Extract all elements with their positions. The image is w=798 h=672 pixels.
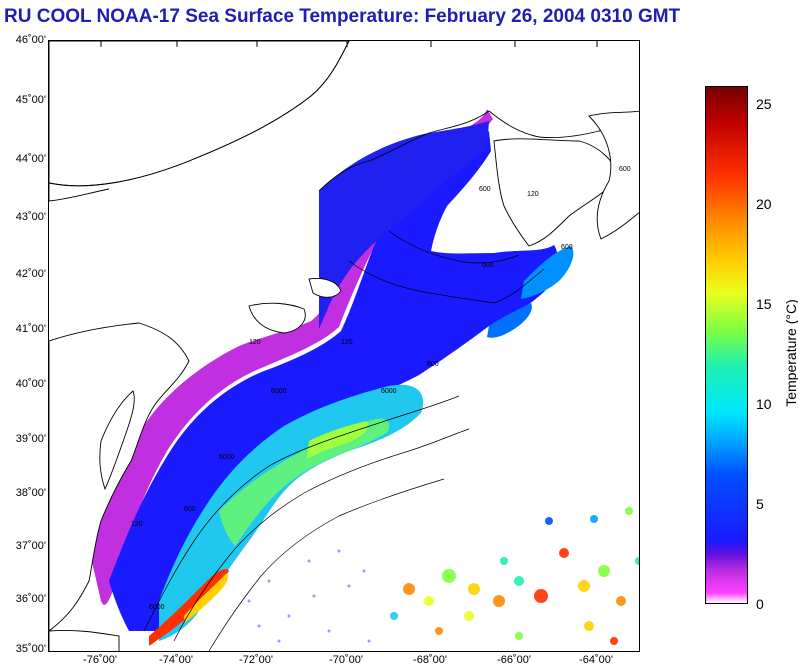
colorbar-tick: 20 xyxy=(756,196,772,212)
contours xyxy=(143,230,545,651)
contour-label: 6000 xyxy=(271,388,287,395)
lat-label: 39˚00' xyxy=(15,433,46,445)
contour-label: 120 xyxy=(249,339,261,346)
lon-label: -64˚00' xyxy=(579,654,613,666)
lat-label: 35˚00' xyxy=(15,643,46,655)
lat-label: 42˚00' xyxy=(15,268,46,280)
contour-label: 6000 xyxy=(219,454,235,461)
lon-label: -72˚00' xyxy=(239,654,273,666)
lon-label: -68˚00' xyxy=(413,654,447,666)
lat-label: 37˚00' xyxy=(15,540,46,552)
lat-label: 36˚00' xyxy=(15,593,46,605)
lat-label: 45˚00' xyxy=(15,94,46,106)
contour-label: 6000 xyxy=(381,388,397,395)
lon-label: -76˚00' xyxy=(83,654,117,666)
colorbar-label: Temperature (°C) xyxy=(783,299,798,407)
lat-label: 46˚00' xyxy=(15,34,46,46)
contour-label: 120 xyxy=(527,191,539,198)
sst-map-canvas: 6000 6000 6000 6000 600 600 600 600 600 … xyxy=(49,41,639,651)
lat-label: 44˚00' xyxy=(15,153,46,165)
lon-label: -66˚00' xyxy=(497,654,531,666)
contour-label: 600 xyxy=(184,506,196,513)
colorbar-tick: 15 xyxy=(756,296,772,312)
lat-label: 41˚00' xyxy=(15,323,46,335)
contour-label: 600 xyxy=(427,361,439,368)
contour-labels: 6000 6000 6000 6000 600 600 600 600 600 … xyxy=(131,166,631,611)
contour-label: 600 xyxy=(482,262,494,269)
contour-label: 120 xyxy=(341,339,353,346)
colorbar-tick: 10 xyxy=(756,396,772,412)
contour-label: 6000 xyxy=(149,604,165,611)
coastline xyxy=(49,41,639,651)
contour-label: 120 xyxy=(131,521,143,528)
contour-label: 600 xyxy=(561,244,573,251)
contour-label: 600 xyxy=(479,186,491,193)
lat-label: 40˚00' xyxy=(15,378,46,390)
lon-label: -74˚00' xyxy=(159,654,193,666)
map-title: RU COOL NOAA-17 Sea Surface Temperature:… xyxy=(4,6,681,27)
sst-map: 6000 6000 6000 6000 600 600 600 600 600 … xyxy=(48,40,640,652)
lon-label: -70˚00' xyxy=(329,654,363,666)
lat-label: 38˚00' xyxy=(15,487,46,499)
colorbar-tick: 5 xyxy=(756,496,764,512)
contour-label: 600 xyxy=(619,166,631,173)
sst-field xyxy=(89,109,639,646)
colorbar-tick: 0 xyxy=(756,596,764,612)
lat-label: 43˚00' xyxy=(15,211,46,223)
colorbar-tick: 25 xyxy=(756,96,772,112)
temperature-colorbar xyxy=(705,86,748,604)
